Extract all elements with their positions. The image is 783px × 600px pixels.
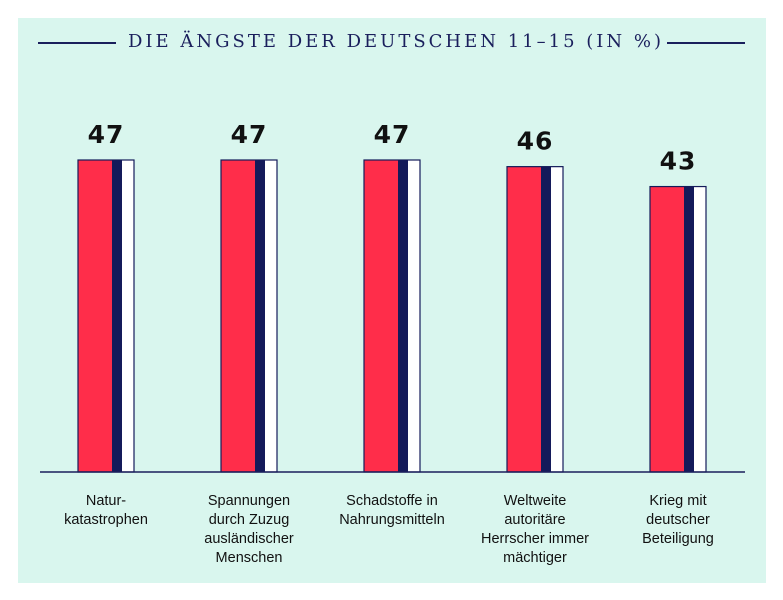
- category-label-3: Schadstoffe in Nahrungsmitteln: [339, 493, 445, 528]
- bar-1-navy-segment: [112, 160, 122, 472]
- bar-2-navy-segment: [255, 160, 265, 472]
- bar-2-white-segment: [265, 160, 277, 472]
- bar-3-navy-segment: [398, 160, 408, 472]
- chart-title-row: DIE ÄNGSTE DER DEUTSCHEN 11–15 (IN %): [38, 30, 745, 54]
- bar-4-white-segment: [551, 166, 563, 472]
- bar-2-red-segment: [221, 160, 255, 472]
- category-label-1: Natur-katastrophen: [64, 493, 148, 528]
- title-rule-left: [38, 42, 116, 44]
- value-label-4: 46: [517, 127, 554, 156]
- bar-2: [220, 159, 278, 473]
- bar-4-navy-segment: [541, 166, 551, 472]
- category-label-2: Spannungen durch Zuzug ausländischer Mensch…: [204, 493, 294, 566]
- bar-4-red-segment: [507, 166, 541, 472]
- category-label-5: Krieg mit deutscher Beteiligung: [642, 493, 714, 547]
- value-label-1: 47: [88, 120, 125, 149]
- bar-1-white-segment: [122, 160, 134, 472]
- value-label-2: 47: [231, 120, 268, 149]
- bar-3: [363, 159, 421, 473]
- bar-5-white-segment: [694, 186, 706, 472]
- value-label-5: 43: [660, 147, 697, 176]
- title-rule-right: [667, 42, 745, 44]
- chart-title: DIE ÄNGSTE DER DEUTSCHEN 11–15 (IN %): [128, 31, 664, 52]
- bar-1-red-segment: [78, 160, 112, 472]
- bar-3-white-segment: [408, 160, 420, 472]
- bar-4: [506, 166, 564, 473]
- category-label-4: Weltweite autoritäre Herrscher immer mächti…: [481, 493, 589, 566]
- bar-3-red-segment: [364, 160, 398, 472]
- bar-5: [649, 185, 707, 473]
- bar-1: [77, 159, 135, 473]
- bar-5-navy-segment: [684, 186, 694, 472]
- bar-5-red-segment: [650, 186, 684, 472]
- value-label-3: 47: [374, 120, 411, 149]
